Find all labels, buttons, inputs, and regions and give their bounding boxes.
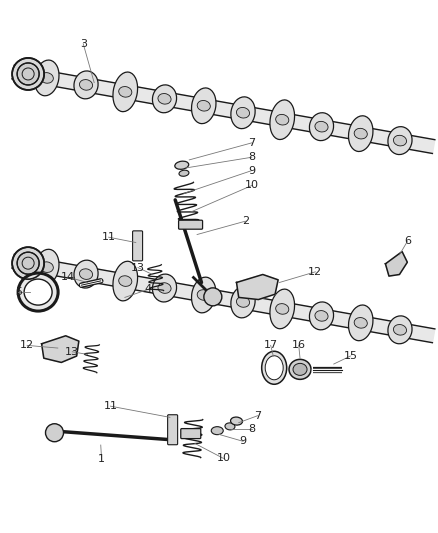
Ellipse shape bbox=[315, 122, 328, 132]
Ellipse shape bbox=[113, 72, 138, 111]
Ellipse shape bbox=[388, 316, 412, 344]
Ellipse shape bbox=[230, 417, 243, 425]
Ellipse shape bbox=[315, 311, 328, 321]
Polygon shape bbox=[385, 252, 407, 276]
Ellipse shape bbox=[225, 423, 235, 430]
Ellipse shape bbox=[119, 86, 132, 97]
Text: 10: 10 bbox=[245, 181, 259, 190]
Ellipse shape bbox=[388, 127, 412, 155]
Ellipse shape bbox=[179, 170, 189, 176]
Text: 7: 7 bbox=[254, 411, 261, 421]
Ellipse shape bbox=[354, 128, 367, 139]
Circle shape bbox=[17, 252, 39, 274]
Ellipse shape bbox=[158, 282, 171, 293]
Ellipse shape bbox=[393, 135, 406, 146]
FancyBboxPatch shape bbox=[168, 415, 178, 445]
Ellipse shape bbox=[74, 71, 98, 99]
Text: 12: 12 bbox=[20, 341, 34, 350]
Ellipse shape bbox=[231, 97, 255, 128]
Circle shape bbox=[46, 424, 64, 442]
Text: 5: 5 bbox=[15, 287, 22, 297]
Ellipse shape bbox=[270, 100, 295, 140]
Ellipse shape bbox=[276, 304, 289, 314]
Ellipse shape bbox=[74, 260, 98, 288]
Ellipse shape bbox=[40, 262, 53, 272]
Ellipse shape bbox=[175, 161, 189, 169]
Circle shape bbox=[17, 63, 39, 85]
Polygon shape bbox=[12, 254, 435, 343]
Circle shape bbox=[204, 288, 222, 306]
Ellipse shape bbox=[349, 305, 373, 341]
Ellipse shape bbox=[191, 88, 216, 124]
Ellipse shape bbox=[152, 85, 177, 113]
Text: 8: 8 bbox=[248, 424, 255, 434]
Ellipse shape bbox=[79, 269, 92, 279]
Text: 9: 9 bbox=[240, 437, 247, 446]
Text: 2: 2 bbox=[242, 216, 249, 226]
Text: 3: 3 bbox=[80, 39, 87, 49]
Text: 15: 15 bbox=[343, 351, 357, 361]
Ellipse shape bbox=[265, 356, 283, 380]
Ellipse shape bbox=[18, 273, 58, 311]
Text: 11: 11 bbox=[103, 401, 117, 411]
Ellipse shape bbox=[197, 290, 210, 300]
Ellipse shape bbox=[231, 286, 255, 318]
FancyBboxPatch shape bbox=[133, 231, 143, 261]
Circle shape bbox=[12, 247, 44, 279]
Text: 14: 14 bbox=[61, 272, 75, 282]
Ellipse shape bbox=[211, 426, 223, 435]
Text: 12: 12 bbox=[308, 267, 322, 277]
Ellipse shape bbox=[309, 113, 334, 141]
Ellipse shape bbox=[152, 274, 177, 302]
Ellipse shape bbox=[79, 79, 92, 90]
Ellipse shape bbox=[35, 249, 59, 285]
Ellipse shape bbox=[191, 277, 216, 313]
Text: 13: 13 bbox=[65, 347, 79, 357]
Ellipse shape bbox=[276, 115, 289, 125]
Polygon shape bbox=[12, 65, 435, 154]
Ellipse shape bbox=[293, 364, 307, 375]
Text: 6: 6 bbox=[404, 237, 411, 246]
Ellipse shape bbox=[24, 279, 52, 305]
Ellipse shape bbox=[158, 93, 171, 104]
Polygon shape bbox=[42, 336, 79, 362]
Text: 11: 11 bbox=[102, 232, 116, 242]
FancyBboxPatch shape bbox=[181, 429, 201, 439]
Ellipse shape bbox=[270, 289, 295, 329]
Ellipse shape bbox=[393, 325, 406, 335]
Ellipse shape bbox=[40, 72, 53, 83]
Ellipse shape bbox=[119, 276, 132, 286]
FancyBboxPatch shape bbox=[179, 220, 203, 229]
Text: 9: 9 bbox=[248, 166, 255, 175]
Ellipse shape bbox=[349, 116, 373, 151]
Text: 13: 13 bbox=[131, 263, 145, 272]
Ellipse shape bbox=[113, 261, 138, 301]
Text: 17: 17 bbox=[264, 341, 278, 350]
Ellipse shape bbox=[289, 359, 311, 379]
Ellipse shape bbox=[354, 318, 367, 328]
Text: 1: 1 bbox=[98, 455, 105, 464]
Ellipse shape bbox=[261, 351, 287, 384]
Ellipse shape bbox=[309, 302, 334, 330]
Text: 4: 4 bbox=[145, 285, 152, 294]
Ellipse shape bbox=[35, 60, 59, 96]
Ellipse shape bbox=[237, 108, 250, 118]
Text: 16: 16 bbox=[292, 341, 306, 350]
Text: 7: 7 bbox=[248, 138, 255, 148]
Text: 10: 10 bbox=[216, 454, 230, 463]
Polygon shape bbox=[237, 274, 278, 300]
Text: 8: 8 bbox=[248, 152, 255, 162]
Circle shape bbox=[12, 58, 44, 90]
Ellipse shape bbox=[237, 297, 250, 307]
Ellipse shape bbox=[197, 101, 210, 111]
